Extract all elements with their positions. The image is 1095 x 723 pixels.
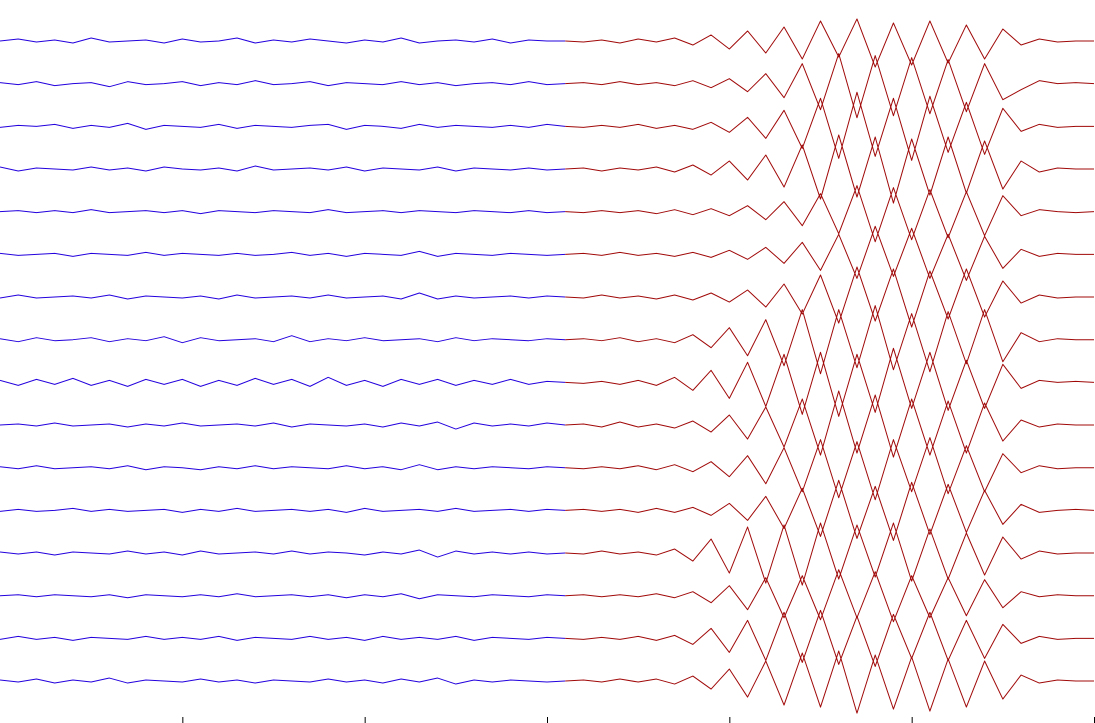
trace (565, 437, 1094, 501)
trace (0, 376, 566, 387)
trace (565, 609, 1094, 667)
trace (565, 650, 1094, 714)
trace (565, 185, 1095, 243)
trace (565, 225, 1094, 281)
trace (0, 421, 566, 430)
trace (0, 677, 566, 685)
trace (565, 266, 1094, 328)
trace (565, 479, 1095, 541)
trace (0, 507, 566, 513)
trace (0, 209, 566, 215)
trace (565, 91, 1094, 161)
trace (0, 464, 566, 471)
trace (0, 37, 566, 44)
trace (0, 250, 566, 257)
trace (565, 305, 1094, 375)
trace (0, 292, 566, 300)
trace (565, 390, 1094, 458)
trace (0, 80, 566, 88)
trace (0, 549, 566, 558)
trace (565, 522, 1094, 586)
trace (565, 18, 1094, 68)
trace (565, 347, 1095, 417)
trace (0, 635, 566, 641)
trace (565, 53, 1095, 119)
trace (0, 122, 566, 130)
trace (565, 569, 1094, 623)
trace (0, 165, 566, 172)
trace (565, 134, 1094, 204)
trace (0, 593, 566, 600)
trace (0, 335, 566, 344)
